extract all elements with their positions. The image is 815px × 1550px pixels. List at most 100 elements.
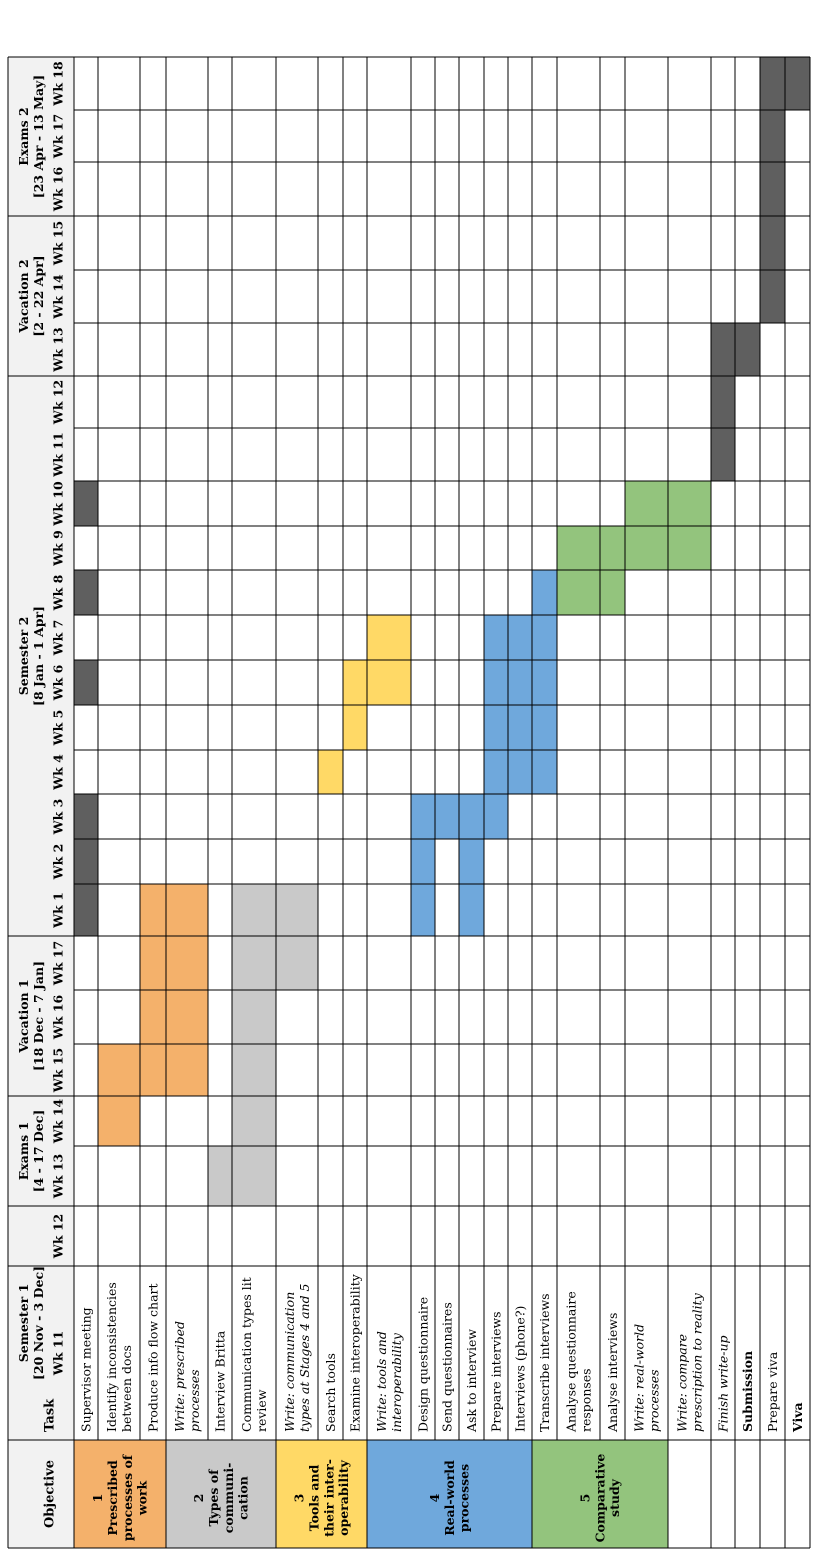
task-label: Write: prescribedprocesses: [172, 1321, 202, 1432]
bar-cell: [232, 1146, 276, 1206]
bar-cell: [98, 1096, 140, 1146]
bar-cell: [508, 615, 532, 660]
week-label: Wk 11: [50, 432, 65, 477]
text-line: Write: compare: [675, 1334, 690, 1432]
text-line: Analyse interviews: [605, 1313, 620, 1433]
bar-cell: [140, 884, 166, 936]
text-line: Vacation 1: [16, 979, 31, 1053]
bar-cell: [166, 1044, 208, 1096]
week-label: Wk 7: [50, 620, 65, 657]
bar-cell: [484, 794, 508, 839]
bar-cell: [484, 660, 508, 705]
text-line: Prepare interviews: [488, 1311, 503, 1432]
text-line: Communication types lit: [239, 1277, 254, 1432]
text-line: responses: [578, 1368, 593, 1432]
text-line: Interview Britta: [212, 1330, 227, 1432]
text-line: Viva: [790, 1402, 805, 1433]
week-label: Wk 15: [50, 1048, 65, 1093]
text-line: Wk 3: [50, 799, 65, 836]
task-label: Interviews (phone?): [512, 1306, 527, 1432]
text-line: Wk 13: [50, 327, 65, 372]
text-line: Supervisor meeting: [78, 1307, 93, 1432]
week-label: Wk 5: [50, 710, 65, 747]
text-line: Wk 17: [50, 114, 65, 159]
text-line: Prescribed: [105, 1460, 120, 1536]
bar-cell: [600, 570, 625, 615]
bar-cell: [74, 884, 98, 936]
text-line: Wk 14: [50, 274, 65, 320]
text-line: Wk 18: [50, 61, 65, 107]
text-line: Transcribe interviews: [537, 1293, 552, 1432]
grid-lines: [7, 56, 811, 1549]
text-line: their inter-: [321, 1459, 336, 1537]
task-label: Write: real-worldprocesses: [632, 1324, 662, 1432]
week-label: Wk 8: [50, 574, 65, 611]
text-line: processes: [646, 1369, 661, 1432]
text-line: Search tools: [323, 1353, 338, 1432]
text-line: Types of: [206, 1468, 221, 1527]
bar-cell: [557, 526, 600, 570]
text-line: Tools and: [307, 1464, 322, 1531]
bar-cell: [508, 750, 532, 794]
week-label: Wk 1: [50, 892, 65, 929]
week-label: Wk 10: [50, 481, 65, 527]
text-line: Real-world: [442, 1460, 457, 1536]
week-label: Wk 6: [50, 664, 65, 701]
bar-cell: [166, 990, 208, 1044]
bar-cell: [484, 705, 508, 750]
text-line: Wk 15: [50, 1048, 65, 1093]
task-label: Produce info flow chart: [145, 1283, 160, 1432]
bar-cell: [459, 884, 484, 936]
bar-cell: [74, 839, 98, 884]
text-line: Task: [43, 1398, 58, 1432]
text-line: review: [254, 1389, 269, 1432]
text-line: Wk 12: [50, 380, 65, 425]
task-label: Analyse questionnaireresponses: [564, 1291, 594, 1433]
text-line: Wk 16: [50, 994, 65, 1040]
task-label: Ask to interview: [464, 1329, 479, 1433]
objective-label-3: 3Tools andtheir inter-operability: [292, 1459, 351, 1537]
bar-cell: [532, 750, 557, 794]
text-line: Semester 2: [16, 617, 31, 696]
text-line: Write: communication: [282, 1292, 297, 1432]
objective-block-1: [74, 1440, 166, 1548]
text-line: Write: real-world: [632, 1324, 647, 1432]
text-line: 1: [90, 1494, 105, 1503]
bar-cell: [760, 216, 785, 270]
text-line: processes: [457, 1464, 472, 1532]
bar-cell: [484, 750, 508, 794]
task-label: Examine interoperability: [347, 1273, 362, 1432]
objective-label-4: 4Real-worldprocesses: [427, 1460, 472, 1536]
text-line: Interviews (phone?): [512, 1306, 527, 1432]
text-line: Finish write-up: [715, 1335, 730, 1433]
text-line: interoperability: [389, 1332, 404, 1432]
text-line: Wk 2: [50, 844, 65, 881]
bar-cell: [711, 376, 735, 428]
week-label: Wk 13: [50, 1154, 65, 1199]
text-line: prescription to reality: [689, 1292, 704, 1432]
text-line: Wk 14: [50, 1098, 65, 1144]
bar-cell: [98, 1044, 140, 1096]
period-label: Semester 1[20 Nov - 3 Dec]: [16, 1266, 46, 1380]
bar-cell: [532, 705, 557, 750]
bar-cell: [508, 705, 532, 750]
objective-header: Objective: [43, 1460, 58, 1528]
text-line: Wk 4: [50, 754, 65, 791]
task-label: Send questionnaires: [439, 1302, 454, 1432]
text-line: Semester 1: [16, 1284, 31, 1363]
text-line: Analyse questionnaire: [564, 1291, 579, 1433]
bar-cell: [318, 750, 343, 794]
text-line: [23 Apr - 13 May]: [31, 75, 46, 198]
period-label: Exams 2[23 Apr - 13 May]: [16, 75, 46, 198]
bar-cell: [735, 323, 760, 376]
task-label: Prepare viva: [765, 1351, 780, 1432]
bar-cell: [532, 570, 557, 615]
bar-cell: [484, 615, 508, 660]
bar-cell: [343, 705, 367, 750]
week-label: Wk 13: [50, 327, 65, 372]
text-line: cation: [236, 1476, 251, 1520]
bar-cell: [74, 570, 98, 615]
bar-cell: [625, 526, 668, 570]
bar-cell: [74, 481, 98, 526]
